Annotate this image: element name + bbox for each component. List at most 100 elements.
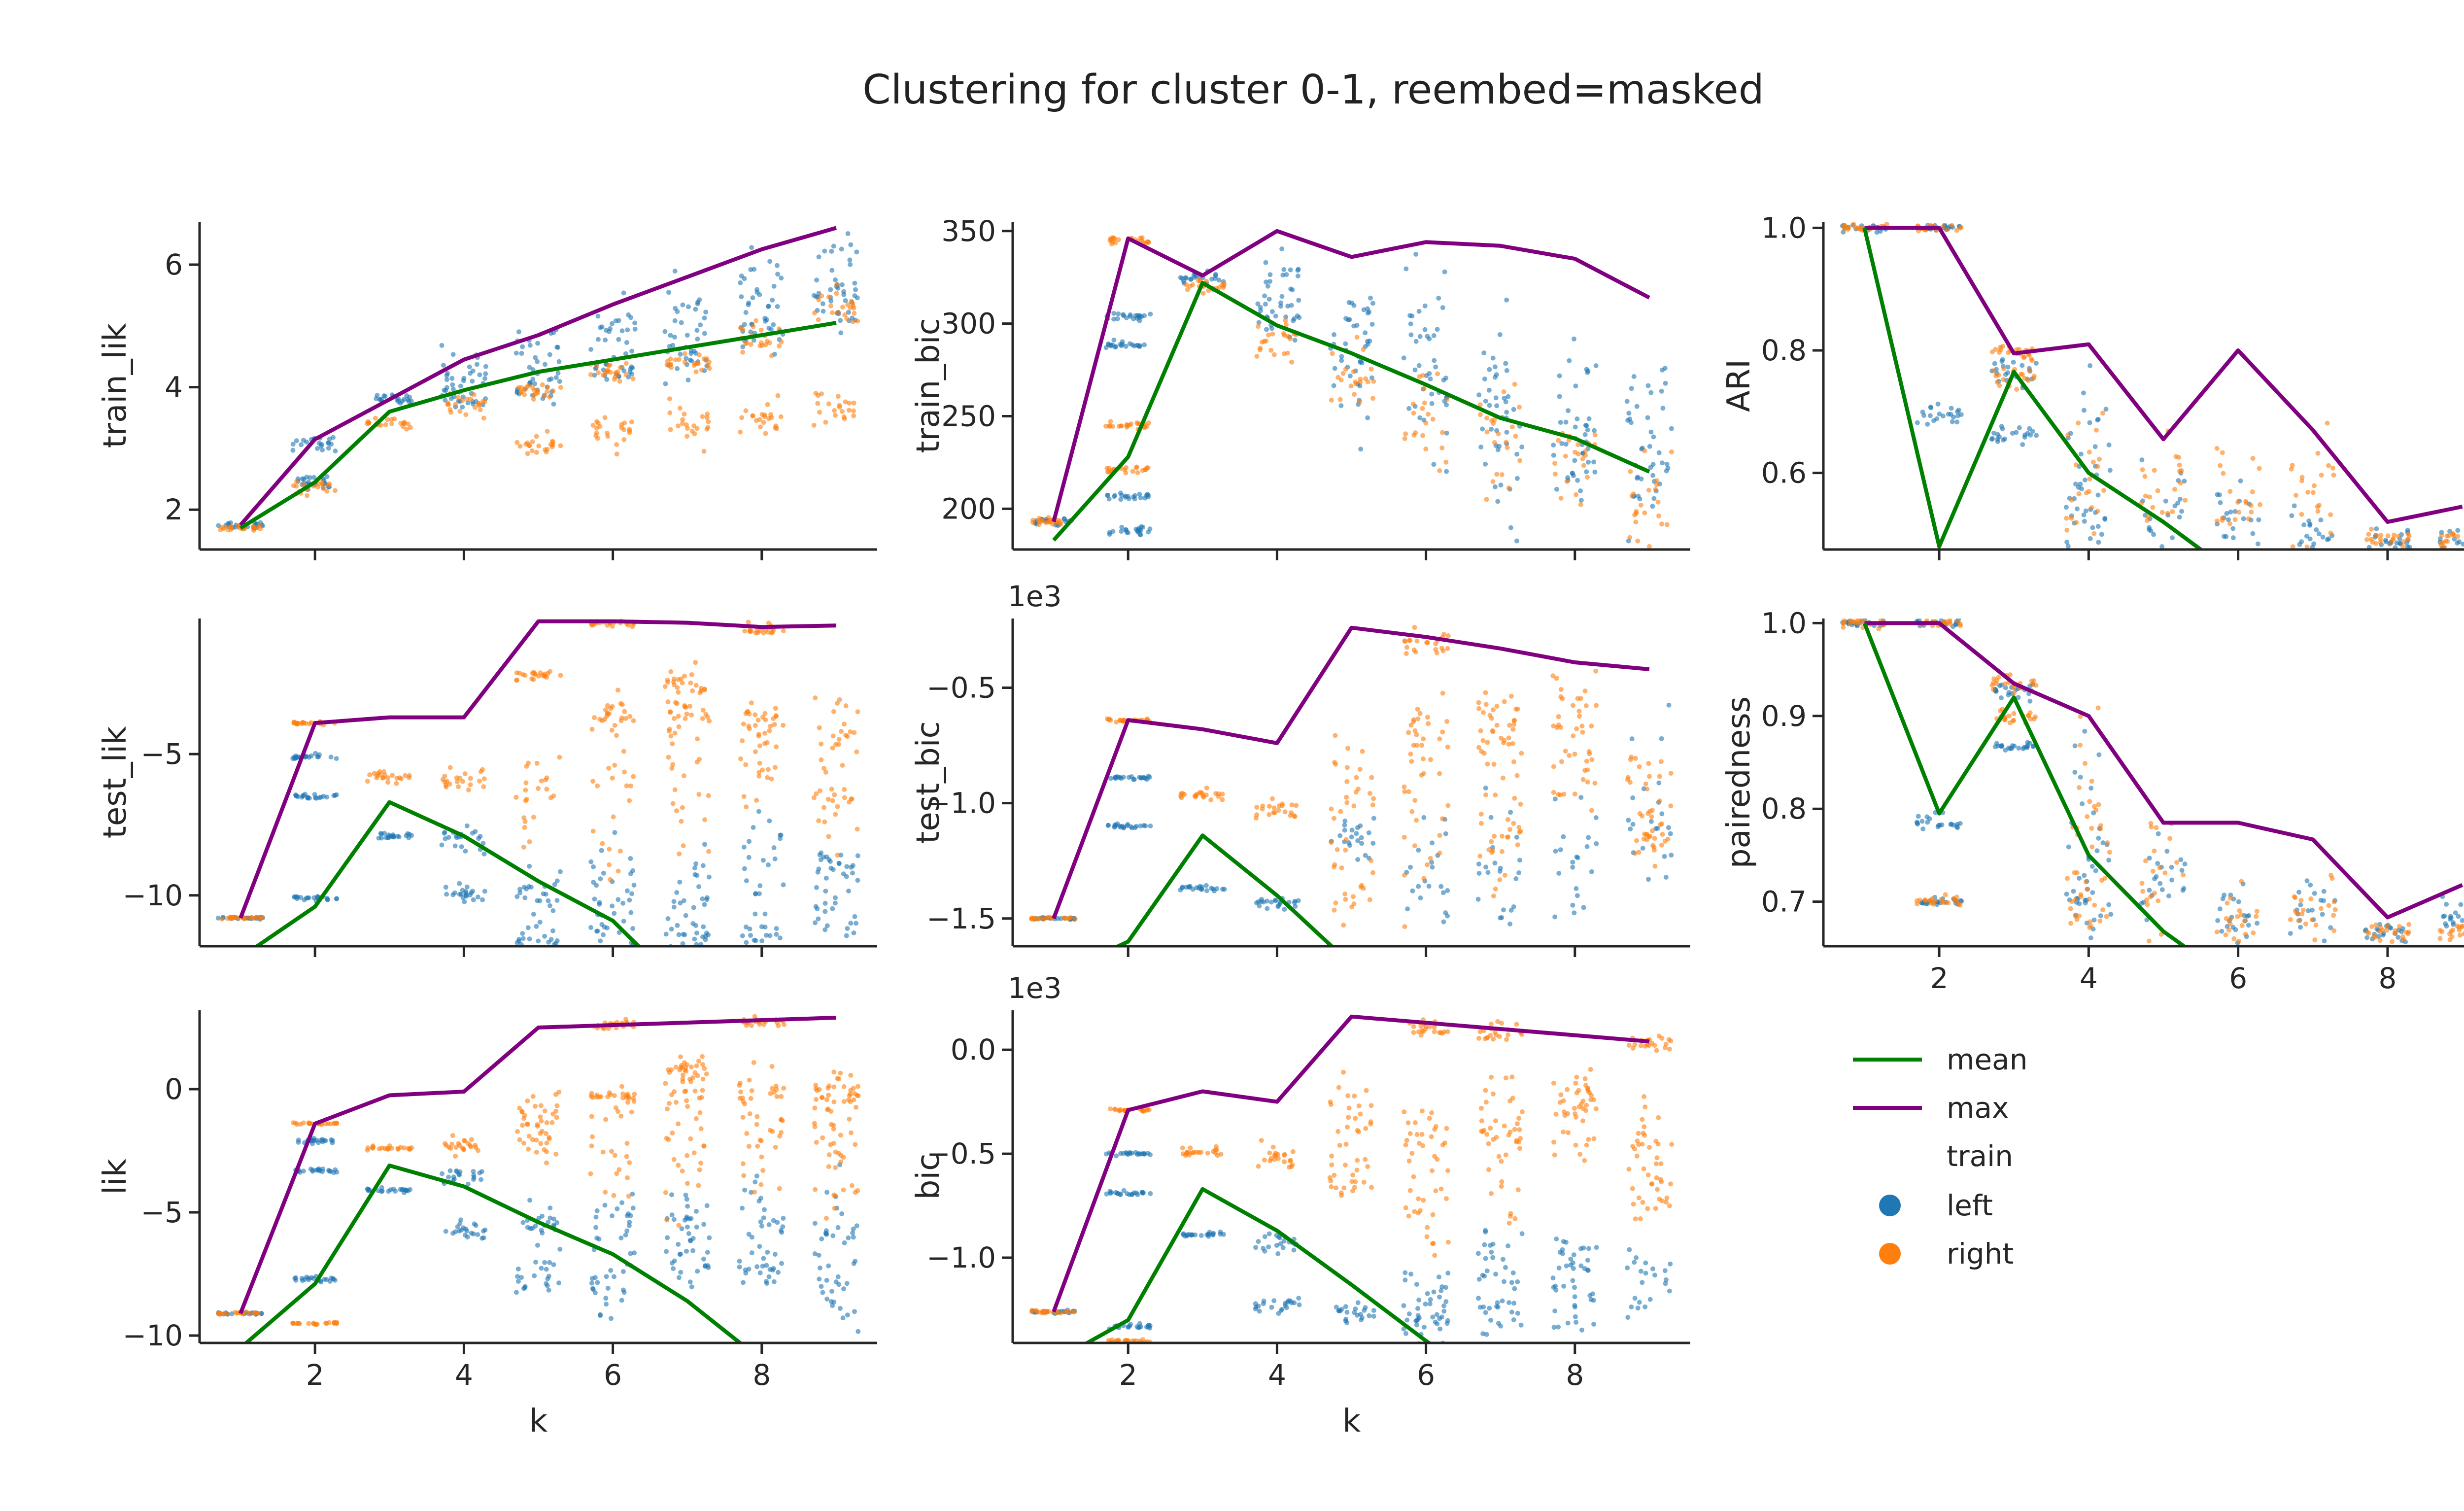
train-lik-right-point	[753, 318, 759, 323]
test-lik-left-point	[607, 969, 612, 974]
train-lik-left-point	[698, 322, 703, 328]
train-bic-left-point	[1660, 367, 1665, 373]
ari-right-point	[2312, 483, 2317, 488]
test-lik-left-point	[781, 882, 786, 888]
train-bic-left-point	[1504, 368, 1509, 373]
test-lik-right-point	[814, 791, 819, 796]
train-lik-left-point	[839, 246, 844, 252]
lik-left-point	[471, 1175, 477, 1180]
lik-right-point	[308, 1121, 313, 1126]
train-lik-right-point	[769, 353, 774, 358]
pairedness-right-point	[2456, 925, 2462, 930]
pairedness-left-point	[2159, 887, 2165, 893]
train-lik-left-point	[319, 442, 324, 447]
pairedness-mean-line	[1862, 622, 2188, 946]
bic-left-point	[1291, 1247, 1297, 1253]
train-bic-left-point	[1339, 358, 1344, 363]
test-lik-right-point	[831, 709, 836, 714]
train-lik-right-point	[740, 327, 746, 332]
lik-left-point	[766, 1222, 772, 1227]
train-bic-left-point	[1432, 358, 1437, 363]
test-bic-right-point	[1402, 872, 1407, 878]
train-bic-left-point	[1135, 529, 1140, 535]
lik-left-point	[684, 1224, 690, 1230]
ari-left-point	[2083, 508, 2088, 514]
train-lik-right-point	[743, 408, 749, 413]
test-bic-right-point	[1414, 732, 1419, 737]
lik-mean-line	[243, 1164, 744, 1343]
test-lik-left-point	[747, 927, 753, 931]
lik-right-point	[696, 1183, 701, 1188]
test-lik-left-point	[616, 897, 621, 902]
bic-left-point	[1408, 1271, 1414, 1277]
test-bic-left-point	[1138, 824, 1143, 828]
train-bic-left-point	[1216, 277, 1222, 283]
test-bic-right-point	[1062, 916, 1068, 921]
train-lik-right-point	[847, 401, 852, 406]
pairedness-right-point	[2236, 938, 2242, 944]
train-bic-left-point	[1574, 416, 1580, 421]
train-lik-left-point	[629, 348, 635, 354]
test-bic-left-point	[1662, 854, 1667, 859]
train-bic-left-point	[1367, 309, 1372, 314]
pairedness-right-point	[2401, 937, 2407, 942]
pairedness-ytick-label: 0.8	[1761, 792, 1807, 825]
lik-left-point	[482, 1227, 488, 1233]
pairedness-left-point	[2093, 868, 2098, 873]
bic-left-point	[1278, 1241, 1283, 1246]
test-bic-left-point	[1272, 897, 1278, 903]
bic-left-point	[1493, 1271, 1499, 1277]
test-bic-right-point	[1414, 638, 1420, 644]
bic-left-point	[1184, 1233, 1190, 1238]
test-lik-left-point	[554, 878, 560, 884]
train-bic-right-point	[1423, 420, 1429, 426]
pairedness-right-point	[2148, 821, 2154, 826]
test-bic-left-point	[1190, 887, 1196, 892]
train-lik-left-point	[767, 259, 773, 264]
test-bic-right-point	[1589, 757, 1595, 762]
lik-left-point	[758, 1196, 763, 1201]
bic-left-point	[1568, 1256, 1574, 1262]
test-lik-left-point	[855, 878, 860, 883]
train-bic-right-point	[1504, 440, 1509, 445]
test-lik-right-point	[688, 680, 693, 686]
train-lik-right-point	[680, 421, 685, 426]
train-lik-right-point	[758, 327, 764, 333]
lik-left-point	[816, 1253, 821, 1258]
train-bic-right-point	[1139, 238, 1144, 243]
train-bic-right-point	[1256, 324, 1261, 329]
test-bic-right-point	[1659, 821, 1665, 826]
pairedness-left-point	[2255, 921, 2260, 926]
train-bic-ytick-label: 250	[941, 399, 996, 433]
pairedness-right-point	[2083, 761, 2088, 766]
ari-left-point	[2025, 431, 2030, 436]
test-lik-left-point	[753, 911, 758, 917]
train-lik-mean-line	[240, 321, 837, 530]
test-lik-left-point	[830, 906, 835, 911]
test-bic-right-point	[1332, 816, 1336, 821]
ari-right-point	[2214, 518, 2220, 524]
lik-right-point	[841, 1084, 847, 1089]
test-bic-ytick-label: −0.5	[926, 671, 996, 704]
pairedness-right-point	[2144, 897, 2149, 903]
ari-right-point	[2299, 478, 2305, 483]
bic-left-point	[1146, 1323, 1151, 1328]
test-lik-right-point	[610, 623, 615, 629]
train-bic-left-point	[1343, 316, 1349, 321]
ari-left-point	[2228, 509, 2233, 515]
test-lik-right-point	[763, 627, 768, 633]
test-bic-left-point	[1586, 835, 1591, 840]
test-bic-left-point	[1186, 884, 1192, 890]
lik-left-point	[619, 1200, 624, 1205]
test-bic-left-point	[1508, 908, 1514, 913]
test-bic-right-point	[1332, 907, 1337, 913]
train-lik-right-point	[543, 447, 548, 452]
test-bic-right-point	[1342, 949, 1347, 954]
train-lik-right-point	[682, 360, 687, 365]
train-lik-left-point	[742, 322, 747, 327]
test-lik-right-point	[764, 740, 770, 745]
ari-left-point	[2092, 444, 2098, 449]
test-lik-left-point	[601, 932, 606, 937]
train-lik-right-point	[739, 415, 745, 420]
